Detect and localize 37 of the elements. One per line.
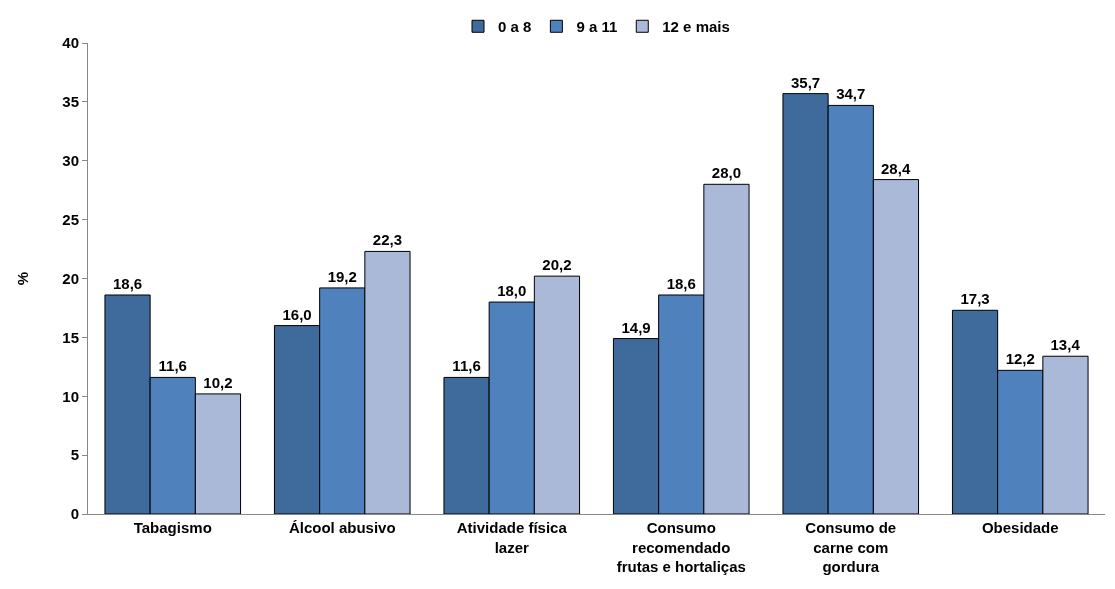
y-tick-label: 25	[62, 210, 79, 228]
y-tick-label: 0	[70, 505, 79, 523]
y-tick-label: 40	[62, 34, 79, 52]
data-label: 22,3	[372, 231, 403, 249]
x-tick-label: Consumo de carne com gordura	[805, 519, 897, 575]
data-label: 35,7	[790, 73, 821, 91]
legend-label: 9 a 11	[576, 18, 618, 36]
data-label: 16,0	[282, 305, 312, 323]
data-label: 28,4	[881, 159, 911, 177]
data-label: 34,7	[836, 85, 866, 103]
y-tick-label: 35	[62, 93, 79, 111]
data-label: 11,6	[452, 357, 481, 375]
y-tick-label: 20	[62, 269, 79, 287]
y-tick-label: 5	[70, 446, 79, 464]
legend-label: 0 a 8	[498, 18, 532, 36]
data-label: 20,2	[542, 256, 572, 274]
data-label: 11,6	[158, 357, 187, 375]
x-tick-label: Tabagismo	[133, 519, 212, 536]
data-label: 18,6	[112, 274, 143, 292]
data-label: 12,2	[1005, 350, 1035, 368]
y-tick-label: 10	[62, 387, 79, 405]
y-tick-label: 15	[62, 328, 79, 346]
data-label: 18,0	[497, 282, 527, 300]
x-tick-label: Obesidade	[981, 519, 1059, 536]
data-label: 19,2	[327, 267, 357, 285]
data-label: 28,0	[711, 164, 742, 182]
x-tick-label: Álcool abusivo	[288, 519, 396, 536]
data-label: 13,4	[1050, 336, 1081, 354]
data-label: 17,3	[960, 290, 990, 308]
data-label: 18,6	[666, 274, 696, 292]
legend-label: 12 e mais	[662, 18, 730, 36]
x-tick-label: Consumo recomendado frutas e hortaliças	[616, 519, 746, 575]
data-label: 10,2	[203, 373, 233, 391]
x-tick-label: Atividade física lazer	[456, 519, 568, 556]
y-tick-label: 30	[62, 152, 79, 169]
data-label: 14,9	[621, 318, 651, 336]
y-axis-title: %	[13, 271, 31, 286]
